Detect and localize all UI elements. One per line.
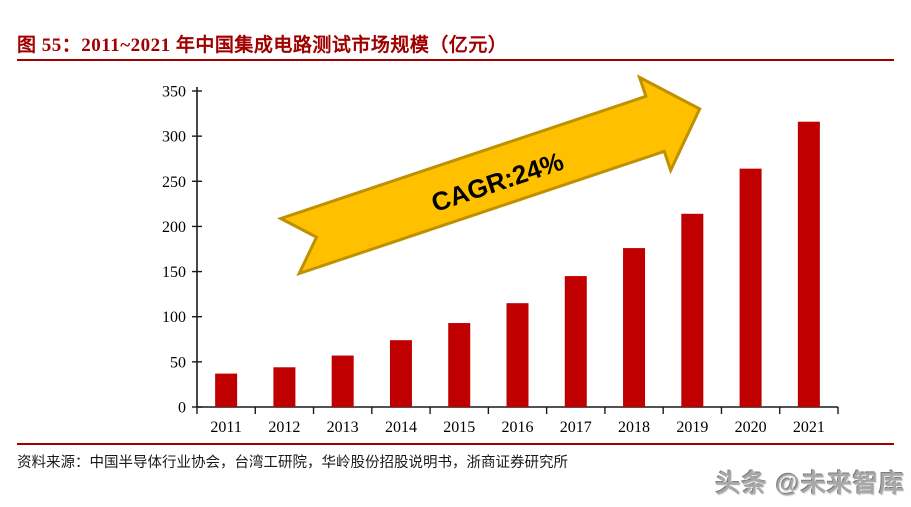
- x-tick-label: 2018: [618, 419, 650, 436]
- x-tick-label: 2011: [210, 419, 241, 436]
- x-tick-label: 2014: [385, 419, 417, 436]
- cagr-arrow-shape: [276, 74, 702, 277]
- y-tick-label: 300: [162, 129, 186, 146]
- x-tick-label: 2020: [735, 419, 767, 436]
- cagr-arrow: CAGR:24%: [276, 74, 702, 277]
- figure-title-text: 2011~2021 年中国集成电路测试市场规模（亿元）: [81, 35, 508, 56]
- x-tick-label: 2016: [502, 419, 534, 436]
- bar-2016: [506, 303, 529, 407]
- y-tick-label: 350: [162, 84, 186, 101]
- bar-2017: [564, 276, 587, 407]
- bar-2021: [797, 121, 820, 407]
- bar-2013: [331, 355, 354, 407]
- x-tick-label: 2015: [443, 419, 475, 436]
- y-tick-label: 50: [170, 354, 186, 371]
- watermark: 头条 @未来智库: [715, 470, 905, 498]
- bar-2018: [623, 248, 646, 407]
- figure-number-label: 图 55：: [17, 35, 82, 56]
- y-tick-label: 100: [162, 309, 186, 326]
- bar-2020: [739, 168, 762, 407]
- y-tick-label: 250: [162, 174, 186, 191]
- source-text: 中国半导体行业协会，台湾工研院，华岭股份招股说明书，浙商证券研究所: [89, 455, 569, 471]
- y-tick-label: 200: [162, 219, 186, 236]
- bar-2014: [389, 340, 412, 407]
- x-tick-label: 2019: [676, 419, 708, 436]
- figure-title: 图 55：2011~2021 年中国集成电路测试市场规模（亿元）: [17, 30, 507, 57]
- bar-2011: [215, 373, 238, 407]
- x-tick-label: 2017: [560, 419, 592, 436]
- x-tick-label: 2012: [268, 419, 300, 436]
- bar-2012: [273, 367, 296, 407]
- bar-2019: [681, 213, 704, 407]
- title-divider-line: [17, 59, 894, 61]
- y-tick-label: 0: [178, 400, 186, 417]
- x-tick-label: 2021: [793, 419, 825, 436]
- bar-2015: [448, 323, 471, 407]
- x-tick-label: 2013: [327, 419, 359, 436]
- footer-divider-line: [17, 443, 894, 445]
- source-label: 资料来源：: [17, 455, 90, 471]
- y-tick-label: 150: [162, 264, 186, 281]
- source-row: 资料来源：中国半导体行业协会，台湾工研院，华岭股份招股说明书，浙商证券研究所: [17, 451, 568, 472]
